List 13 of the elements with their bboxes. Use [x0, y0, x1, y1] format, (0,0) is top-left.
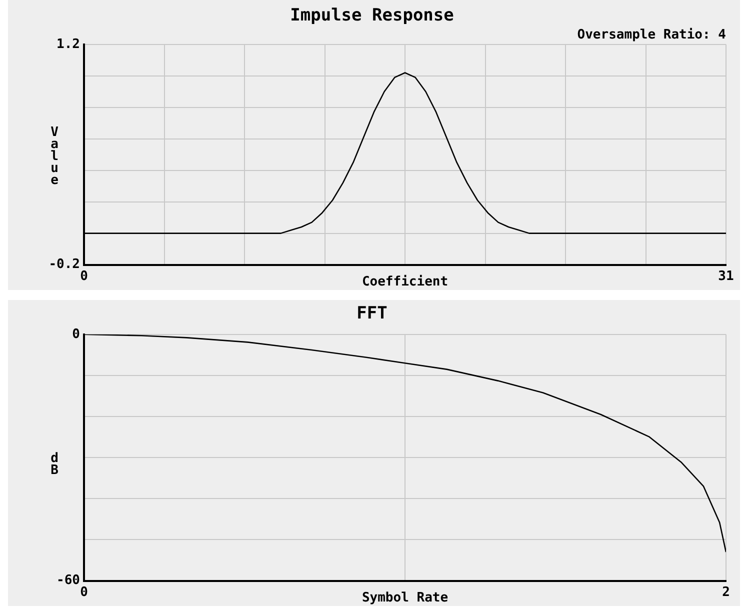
- y-axis-title: dB: [47, 451, 62, 475]
- y-tick-label: -0.2: [48, 257, 80, 272]
- x-tick-label: 2: [722, 584, 730, 600]
- y-tick-label: 0: [72, 326, 80, 342]
- y-axis-title: Value: [47, 125, 62, 185]
- chart-title: FFT: [356, 304, 388, 324]
- x-axis-title: Coefficient: [362, 274, 448, 290]
- y-tick-label: -60: [56, 573, 80, 588]
- x-tick-label: 31: [718, 268, 734, 284]
- y-tick-label: 1.2: [56, 36, 80, 52]
- text: Oversample Ratio: 4: [577, 27, 726, 42]
- chart-title: Impulse Response: [290, 6, 454, 26]
- x-axis-title: Symbol Rate: [362, 590, 448, 606]
